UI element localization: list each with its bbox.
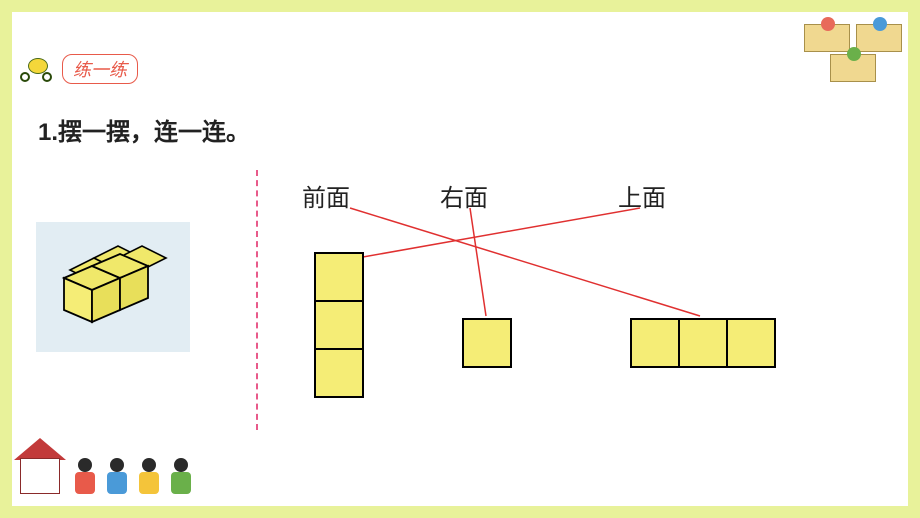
label-front: 前面: [302, 178, 350, 213]
view-single-1: [462, 318, 512, 368]
cell: [726, 318, 776, 368]
cell: [462, 318, 512, 368]
question-title: 1.摆一摆，连一连。: [38, 112, 250, 147]
cell: [314, 300, 364, 350]
classroom-decoration-icon: [796, 14, 906, 84]
view-horizontal-3: [630, 318, 776, 368]
cell: [314, 252, 364, 302]
practice-label: 练一练: [62, 54, 138, 84]
label-right: 右面: [440, 178, 488, 213]
kids-house-decoration-icon: [14, 414, 224, 504]
cell: [630, 318, 680, 368]
cube-isometric-icon: [50, 244, 180, 334]
cell: [314, 348, 364, 398]
vertical-divider: [256, 170, 258, 430]
practice-header: 练一练: [18, 54, 138, 84]
cell: [678, 318, 728, 368]
question-text: 摆一摆，连一连。: [58, 119, 250, 146]
label-top: 上面: [618, 178, 666, 213]
bee-bike-icon: [18, 56, 56, 82]
question-number: 1.: [38, 119, 58, 146]
view-vertical-3: [314, 252, 364, 398]
